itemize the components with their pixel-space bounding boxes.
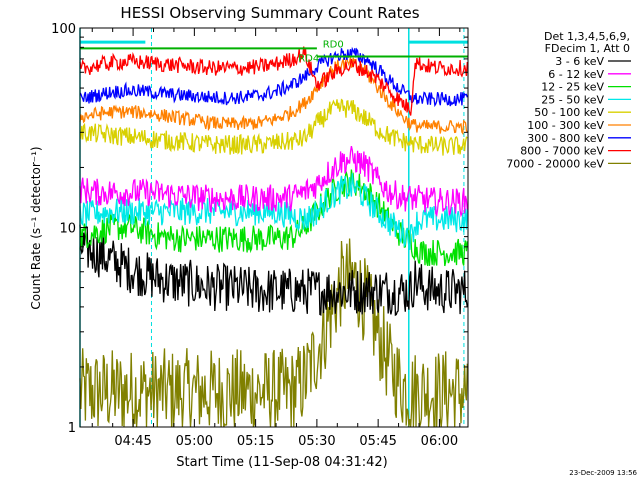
legend-label-2: 6 - 12 keV xyxy=(548,68,604,81)
x-axis-label: Start Time (11-Sep-08 04:31:42) xyxy=(176,455,387,470)
annotation-2: RD0 xyxy=(323,39,344,50)
series-line-6 xyxy=(79,56,468,136)
series-line-4 xyxy=(79,173,468,251)
series-line-1 xyxy=(79,224,468,317)
legend-header-line-2: FDecim 1, Att 0 xyxy=(545,42,630,55)
x-tick-label-6: 06:00 xyxy=(421,434,458,449)
x-tick-label-2: 05:00 xyxy=(176,434,213,449)
x-tick-label-3: 05:15 xyxy=(237,434,274,449)
legend-label-3: 12 - 25 keV xyxy=(541,81,604,94)
series-line-8 xyxy=(79,46,468,116)
x-tick-label-1: 04:45 xyxy=(114,434,151,449)
legend-label-8: 800 - 7000 keV xyxy=(520,145,604,158)
legend-label-9: 7000 - 20000 keV xyxy=(506,157,604,170)
legend-label-6: 100 - 300 keV xyxy=(527,119,604,132)
y-tick-label-2: 10 xyxy=(59,222,76,237)
y-axis-label: Count Rate (s⁻¹ detector⁻¹) xyxy=(29,146,43,309)
footer-date: 23-Dec-2009 13:56 xyxy=(569,469,637,477)
legend-label-7: 300 - 800 keV xyxy=(527,132,604,145)
series-line-5 xyxy=(79,98,468,156)
series-line-9 xyxy=(79,238,468,428)
y-axis-ticks: 1 10 100 xyxy=(51,22,468,436)
x-tick-label-5: 05:45 xyxy=(359,434,396,449)
x-axis-ticks: 04:45 05:00 05:15 05:30 05:45 06:00 xyxy=(91,28,461,449)
legend-header-line-1: Det 1,3,4,5,6,9, xyxy=(544,30,630,43)
series-line-2 xyxy=(79,145,468,218)
y-tick-label-1: 1 xyxy=(68,421,76,436)
plot-area: RD4 RD0 xyxy=(79,28,468,428)
legend: Det 1,3,4,5,6,9, FDecim 1, Att 0 3 - 6 k… xyxy=(506,30,631,170)
x-tick-label-4: 05:30 xyxy=(298,434,335,449)
legend-label-4: 25 - 50 keV xyxy=(541,93,604,106)
series-line-7 xyxy=(79,46,468,108)
legend-label-1: 3 - 6 keV xyxy=(555,55,604,68)
legend-label-5: 50 - 100 keV xyxy=(534,106,604,119)
y-tick-label-3: 100 xyxy=(51,22,76,37)
chart-title: HESSI Observing Summary Count Rates xyxy=(120,4,419,22)
annotation-1: RD4 xyxy=(298,53,319,64)
